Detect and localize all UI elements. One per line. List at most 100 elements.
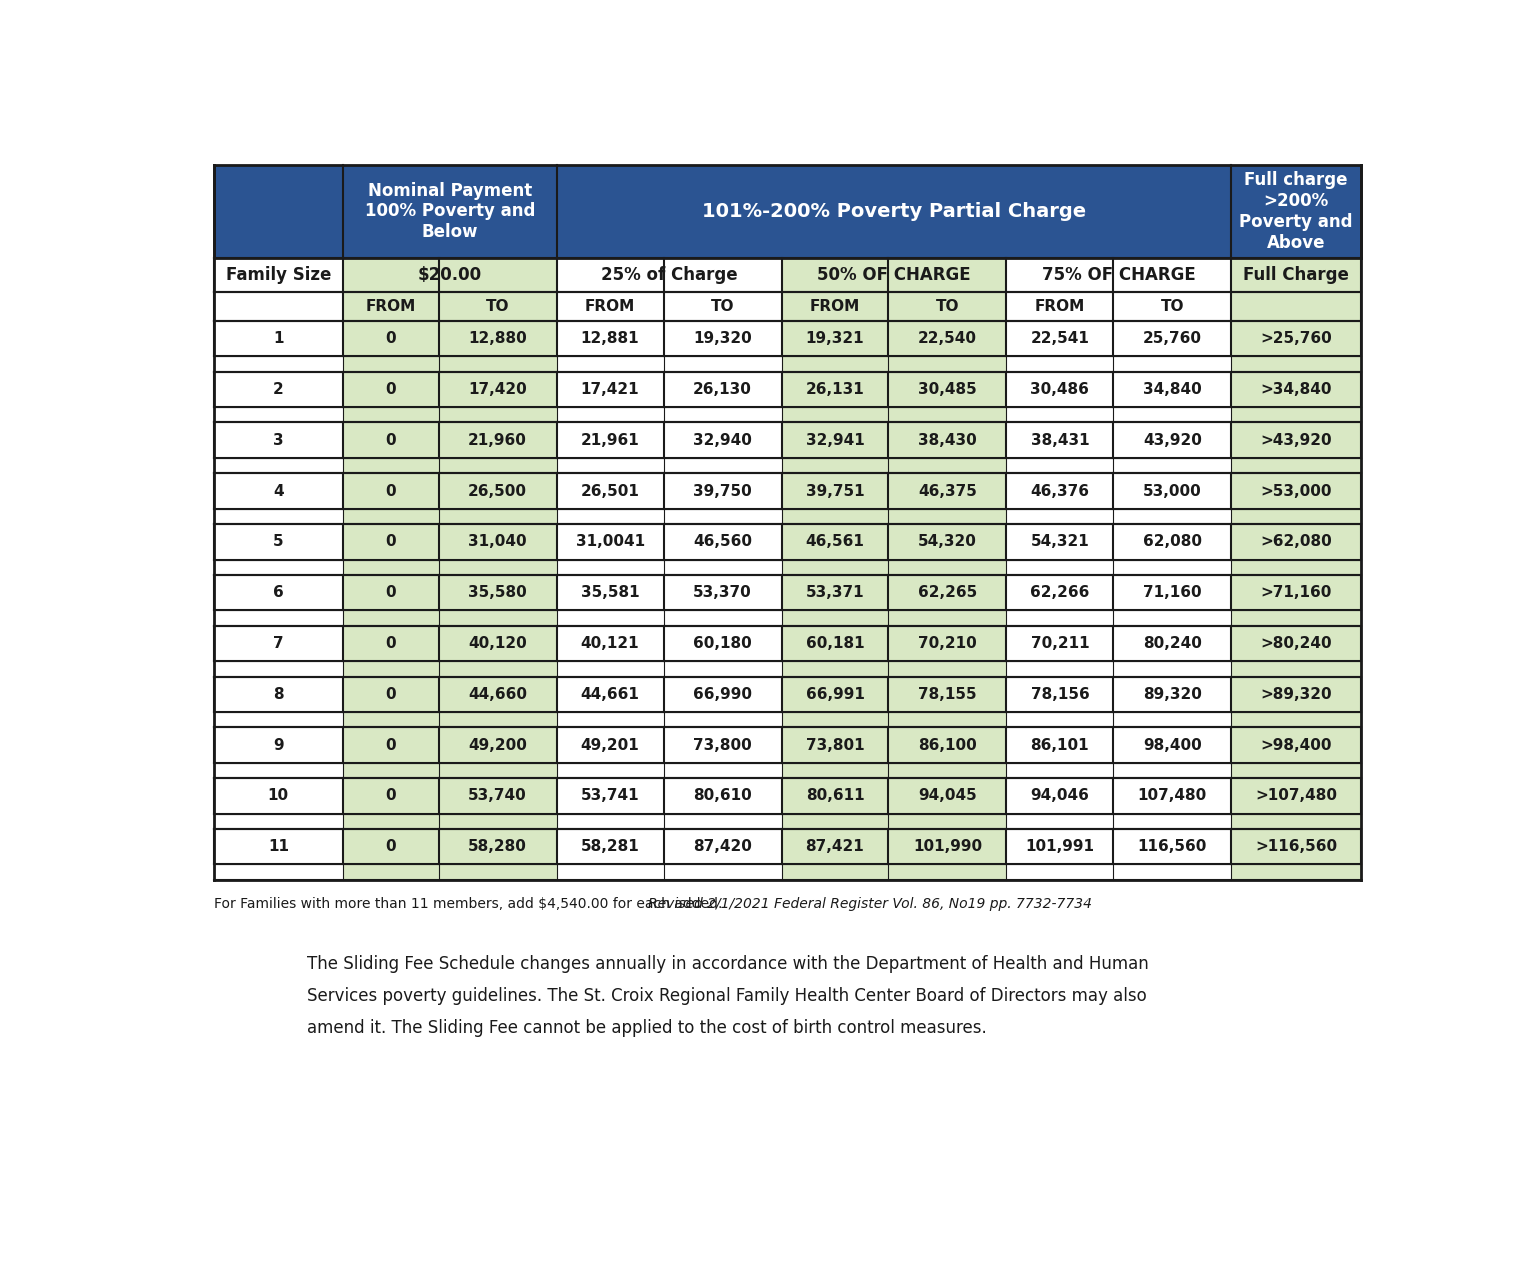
Text: 30,485: 30,485 (919, 382, 977, 396)
Text: $20.00: $20.00 (418, 265, 482, 284)
Bar (439, 626, 556, 661)
Bar (1232, 321, 1361, 356)
Bar (556, 814, 664, 829)
Bar (782, 372, 888, 408)
Bar (888, 864, 1006, 880)
Text: 49,201: 49,201 (581, 737, 639, 752)
Bar (343, 292, 439, 321)
Text: 54,320: 54,320 (919, 534, 977, 549)
Bar (1114, 559, 1232, 575)
Text: 38,431: 38,431 (1031, 433, 1089, 448)
Text: 44,660: 44,660 (468, 687, 527, 702)
Text: 46,560: 46,560 (693, 534, 753, 549)
Bar (556, 473, 664, 509)
Bar (1114, 458, 1232, 473)
Text: 26,130: 26,130 (693, 382, 753, 396)
Bar (782, 814, 888, 829)
Bar (1114, 762, 1232, 779)
Bar (1006, 864, 1114, 880)
Text: 70,210: 70,210 (919, 636, 977, 651)
Bar (556, 321, 664, 356)
Text: 101%-200% Poverty Partial Charge: 101%-200% Poverty Partial Charge (702, 202, 1086, 221)
Bar (214, 356, 343, 372)
Bar (214, 676, 343, 712)
Bar (888, 626, 1006, 661)
Bar (664, 458, 782, 473)
Bar (343, 727, 439, 762)
Bar (556, 676, 664, 712)
Text: 53,741: 53,741 (581, 789, 639, 804)
Text: FROM: FROM (366, 299, 416, 314)
Bar (439, 829, 556, 864)
Text: TO: TO (1161, 299, 1184, 314)
Text: 86,100: 86,100 (919, 737, 977, 752)
Bar (214, 611, 343, 626)
Bar (556, 509, 664, 524)
Bar (782, 408, 888, 423)
Bar (214, 712, 343, 727)
Bar (1114, 727, 1232, 762)
Text: 46,561: 46,561 (805, 534, 865, 549)
Bar (1006, 779, 1114, 814)
Bar (1114, 712, 1232, 727)
Bar (343, 575, 439, 611)
Bar (214, 292, 343, 321)
Bar (556, 779, 664, 814)
Text: 66,991: 66,991 (805, 687, 865, 702)
Bar (888, 458, 1006, 473)
Bar (439, 321, 556, 356)
Bar (664, 864, 782, 880)
Bar (888, 559, 1006, 575)
Bar (556, 423, 664, 458)
Bar (556, 559, 664, 575)
Text: 0: 0 (386, 737, 396, 752)
Text: 50% OF CHARGE: 50% OF CHARGE (817, 265, 971, 284)
Bar (214, 814, 343, 829)
Text: 22,541: 22,541 (1031, 331, 1089, 346)
Bar (556, 626, 664, 661)
Bar (1114, 626, 1232, 661)
Bar (888, 292, 1006, 321)
Bar (439, 524, 556, 559)
Bar (1006, 575, 1114, 611)
Bar (343, 762, 439, 779)
Bar (214, 727, 343, 762)
Text: 26,131: 26,131 (805, 382, 865, 396)
Bar (664, 473, 782, 509)
Text: 87,421: 87,421 (805, 839, 865, 854)
Text: 49,200: 49,200 (468, 737, 527, 752)
Text: >107,480: >107,480 (1255, 789, 1336, 804)
Bar (782, 727, 888, 762)
Bar (343, 356, 439, 372)
Bar (664, 423, 782, 458)
Text: 94,045: 94,045 (919, 789, 977, 804)
Text: 80,240: 80,240 (1143, 636, 1201, 651)
Bar (1114, 372, 1232, 408)
Bar (664, 762, 782, 779)
Bar (343, 626, 439, 661)
Text: 10: 10 (267, 789, 289, 804)
Text: 60,181: 60,181 (806, 636, 865, 651)
Text: 0: 0 (386, 483, 396, 498)
Bar (1232, 559, 1361, 575)
Bar (343, 408, 439, 423)
Text: >80,240: >80,240 (1260, 636, 1332, 651)
Text: 78,155: 78,155 (919, 687, 977, 702)
Bar (782, 864, 888, 880)
Bar (214, 458, 343, 473)
Bar (343, 257, 556, 292)
Bar (782, 356, 888, 372)
Bar (343, 676, 439, 712)
Text: 80,610: 80,610 (693, 789, 753, 804)
Text: 26,500: 26,500 (468, 483, 527, 498)
Text: 25% of Charge: 25% of Charge (601, 265, 737, 284)
Text: 38,430: 38,430 (919, 433, 977, 448)
Bar (782, 509, 888, 524)
Text: 34,840: 34,840 (1143, 382, 1201, 396)
Bar (782, 829, 888, 864)
Text: 62,080: 62,080 (1143, 534, 1201, 549)
Bar (888, 611, 1006, 626)
Text: >98,400: >98,400 (1261, 737, 1332, 752)
Text: FROM: FROM (585, 299, 636, 314)
Bar (1006, 676, 1114, 712)
